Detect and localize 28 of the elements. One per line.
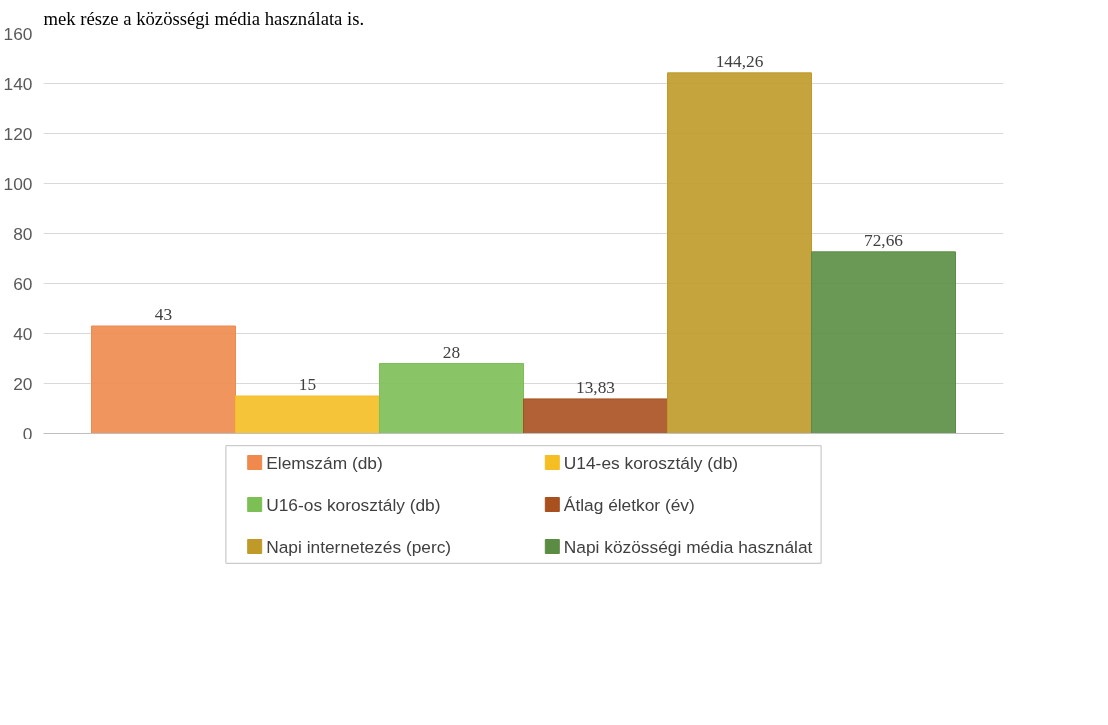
data-label: 28: [442, 342, 461, 362]
y-tick-label: 40: [13, 323, 33, 344]
text: mek része a közösségi média használata is.: [43, 7, 365, 29]
legend-label: Napi közösségi média használat: [563, 536, 813, 557]
data-label: 144,26: [715, 51, 764, 71]
y-tick-label: 120: [3, 123, 33, 144]
y-tick-label: 80: [13, 223, 33, 244]
legend-label: U14-es korosztály (db): [563, 452, 739, 473]
y-tick-label: 60: [13, 273, 33, 294]
y-tick-label: 20: [13, 373, 33, 394]
bar: [811, 251, 956, 434]
y-tick-label: 0: [22, 423, 33, 444]
bar: [667, 72, 812, 434]
bar: [379, 363, 524, 434]
bar: [235, 395, 380, 434]
y-tick-label: 100: [3, 173, 33, 194]
legend-label: Napi internetezés (perc): [266, 536, 452, 557]
data-label: 43: [154, 305, 173, 324]
y-tick-label: 140: [3, 73, 33, 94]
data-label: 13,83: [576, 377, 616, 397]
data-label: 72,66: [864, 230, 904, 250]
bar: [523, 398, 668, 434]
bar: [91, 325, 236, 434]
data-label: 15: [298, 375, 317, 394]
legend-label: Átlag életkor (év): [563, 494, 695, 515]
y-tick-label: 160: [3, 23, 33, 44]
legend-label: Elemszám (db): [266, 452, 383, 473]
legend-label: U16-os korosztály (db): [266, 494, 441, 515]
